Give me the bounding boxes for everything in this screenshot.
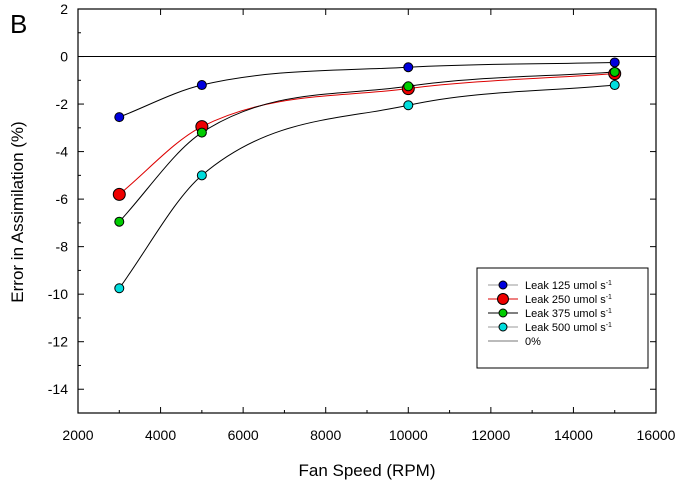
y-tick-label: 0 <box>60 49 68 65</box>
y-tick-label: 2 <box>60 1 68 17</box>
legend-marker <box>498 322 508 332</box>
legend-label-reference: 0% <box>525 336 541 348</box>
data-point <box>609 66 620 77</box>
data-point <box>403 62 414 73</box>
x-tick-label: 16000 <box>637 427 676 443</box>
series-line <box>118 84 615 289</box>
data-point <box>112 187 126 201</box>
legend-marker <box>498 280 508 290</box>
x-axis-title: Fan Speed (RPM) <box>299 461 436 480</box>
y-tick-label: -6 <box>56 191 69 207</box>
data-point <box>196 127 207 138</box>
y-axis-title: Error in Assimilation (%) <box>8 121 27 302</box>
legend: Leak 125 umol s-1 Leak 250 umol s-1 Leak 3… <box>476 267 649 369</box>
x-tick-label: 12000 <box>471 427 510 443</box>
y-tick-label: -4 <box>56 144 69 160</box>
panel-label: B <box>10 9 27 39</box>
x-tick-label: 4000 <box>145 427 176 443</box>
data-point <box>196 170 207 181</box>
data-point <box>114 112 125 123</box>
data-point <box>609 80 620 91</box>
data-point <box>114 216 125 227</box>
x-tick-label: 6000 <box>228 427 259 443</box>
x-tick-label: 8000 <box>310 427 341 443</box>
y-tick-label: -8 <box>56 239 69 255</box>
y-axis: 2 0 -2 -4 -6 -8 -10 -12 -14 <box>48 1 656 397</box>
legend-label: Leak 125 umol s-1 <box>525 280 612 292</box>
legend-label: Leak 375 umol s-1 <box>525 308 612 320</box>
series-line <box>119 61 615 118</box>
x-tick-label: 10000 <box>389 427 428 443</box>
legend-marker <box>498 308 508 318</box>
data-point <box>609 57 620 68</box>
x-axis: 2000 4000 6000 8000 10000 12000 14000 16000 <box>62 9 676 443</box>
legend-marker <box>497 293 509 305</box>
series-line <box>118 73 615 195</box>
data-point <box>196 80 207 91</box>
data-point <box>114 283 125 294</box>
y-tick-label: -12 <box>48 334 68 350</box>
x-tick-label: 14000 <box>554 427 593 443</box>
x-tick-label: 2000 <box>62 427 93 443</box>
legend-label: Leak 500 umol s-1 <box>525 322 612 334</box>
data-point <box>403 100 414 111</box>
y-tick-label: -14 <box>48 381 68 397</box>
y-tick-label: -10 <box>48 286 68 302</box>
legend-label: Leak 250 umol s-1 <box>525 294 612 306</box>
series-line <box>118 71 615 223</box>
data-point <box>403 81 414 92</box>
y-tick-label: -2 <box>56 96 69 112</box>
